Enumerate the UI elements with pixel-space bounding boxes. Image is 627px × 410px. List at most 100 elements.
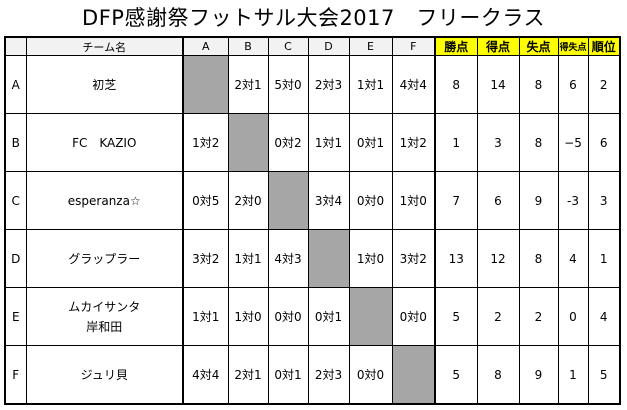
match-result: 2対3 — [307, 345, 350, 405]
table-row: F ジュリ貝 4対4 2対1 0対1 2対3 0対0 5 8 9 1 5 — [4, 345, 621, 405]
table-row: C esperanza☆ 0対5 2対0 3対4 0対0 1対0 7 6 9 -… — [4, 171, 621, 230]
self-match-cell — [227, 113, 269, 172]
team-name-line: ジュリ貝 — [80, 367, 128, 382]
goal-diff-value: -3 — [557, 171, 589, 230]
goals-against-value: 2 — [518, 287, 559, 346]
league-table: チーム名 A B C D E F 勝点 得点 失点 得失点 順位 A 初芝 2対… — [4, 36, 621, 405]
wins-points-value: 1 — [434, 113, 478, 172]
team-name-line: 岸和田 — [86, 319, 123, 334]
match-result: 3対2 — [182, 229, 229, 288]
goal-diff-value: 0 — [557, 287, 589, 346]
row-id: E — [4, 287, 27, 346]
match-result: 3対2 — [391, 229, 436, 288]
team-name-header: チーム名 — [25, 36, 184, 56]
goals-against-value: 9 — [518, 171, 559, 230]
table-row: A 初芝 2対1 5対0 2対3 1対1 4対4 8 14 8 6 2 — [4, 55, 621, 114]
match-result: 1対1 — [227, 229, 269, 288]
rank-value: 4 — [587, 287, 621, 346]
team-name: 初芝 — [25, 55, 184, 114]
corner-cell — [4, 36, 27, 56]
match-result: 0対0 — [391, 287, 436, 346]
match-result: 4対4 — [182, 345, 229, 405]
wins-points-value: 7 — [434, 171, 478, 230]
goal-diff-value: 6 — [557, 55, 589, 114]
self-match-cell — [182, 55, 229, 114]
opponent-header-f: F — [391, 36, 436, 56]
opponent-header-c: C — [267, 36, 309, 56]
goals-for-value: 8 — [476, 345, 520, 405]
match-result: 2対1 — [227, 345, 269, 405]
goals-for-value: 6 — [476, 171, 520, 230]
match-result: 0対5 — [182, 171, 229, 230]
self-match-cell — [267, 171, 309, 230]
goal-diff-value: 4 — [557, 229, 589, 288]
self-match-cell — [307, 229, 350, 288]
self-match-cell — [391, 345, 436, 405]
match-result: 0対0 — [267, 287, 309, 346]
team-name-line: 初芝 — [92, 77, 117, 92]
wins-points-header: 勝点 — [434, 36, 478, 56]
team-name-line: esperanza☆ — [67, 193, 141, 208]
team-name: FC KAZIO — [25, 113, 184, 172]
rank-header: 順位 — [587, 36, 621, 56]
opponent-header-d: D — [307, 36, 350, 56]
match-result: 1対0 — [348, 229, 393, 288]
rank-value: 1 — [587, 229, 621, 288]
team-name-line: ムカイサンタ — [68, 299, 141, 314]
goal-diff-value: −5 — [557, 113, 589, 172]
match-result: 4対3 — [267, 229, 309, 288]
table-row: E ムカイサンタ 岸和田 1対1 1対0 0対0 0対1 0対0 5 2 2 0… — [4, 287, 621, 346]
goals-against-value: 9 — [518, 345, 559, 405]
match-result: 4対4 — [391, 55, 436, 114]
match-result: 5対0 — [267, 55, 309, 114]
match-result: 2対1 — [227, 55, 269, 114]
match-result: 1対1 — [307, 113, 350, 172]
match-result: 1対0 — [391, 171, 436, 230]
match-result: 2対0 — [227, 171, 269, 230]
match-result: 1対2 — [182, 113, 229, 172]
goals-against-value: 8 — [518, 229, 559, 288]
self-match-cell — [348, 287, 393, 346]
opponent-header-e: E — [348, 36, 393, 56]
page-title: DFP感謝祭フットサル大会2017 フリークラス — [82, 6, 545, 30]
match-result: 1対0 — [227, 287, 269, 346]
table-header-row: チーム名 A B C D E F 勝点 得点 失点 得失点 順位 — [4, 36, 621, 56]
goals-against-header: 失点 — [518, 36, 559, 56]
row-id: A — [4, 55, 27, 114]
wins-points-value: 13 — [434, 229, 478, 288]
match-result: 0対1 — [307, 287, 350, 346]
goals-against-value: 8 — [518, 113, 559, 172]
team-name: esperanza☆ — [25, 171, 184, 230]
opponent-header-a: A — [182, 36, 229, 56]
match-result: 1対2 — [391, 113, 436, 172]
match-result: 0対0 — [348, 345, 393, 405]
row-id: D — [4, 229, 27, 288]
wins-points-value: 8 — [434, 55, 478, 114]
match-result: 2対3 — [307, 55, 350, 114]
match-result: 0対0 — [348, 171, 393, 230]
table-row: D グラップラー 3対2 1対1 4対3 1対0 3対2 13 12 8 4 1 — [4, 229, 621, 288]
team-name: ジュリ貝 — [25, 345, 184, 405]
rank-value: 3 — [587, 171, 621, 230]
match-result: 3対4 — [307, 171, 350, 230]
match-result: 0対2 — [267, 113, 309, 172]
goals-for-header: 得点 — [476, 36, 520, 56]
opponent-header-b: B — [227, 36, 269, 56]
rank-value: 2 — [587, 55, 621, 114]
row-id: B — [4, 113, 27, 172]
match-result: 1対1 — [182, 287, 229, 346]
goals-for-value: 12 — [476, 229, 520, 288]
team-name: グラップラー — [25, 229, 184, 288]
goals-for-value: 14 — [476, 55, 520, 114]
goal-diff-header: 得失点 — [557, 36, 589, 56]
match-result: 1対1 — [348, 55, 393, 114]
team-name-line: グラップラー — [68, 251, 141, 266]
rank-value: 5 — [587, 345, 621, 405]
wins-points-value: 5 — [434, 287, 478, 346]
match-result: 0対1 — [267, 345, 309, 405]
goals-against-value: 8 — [518, 55, 559, 114]
team-name: ムカイサンタ 岸和田 — [25, 287, 184, 346]
match-result: 0対1 — [348, 113, 393, 172]
goals-for-value: 3 — [476, 113, 520, 172]
wins-points-value: 5 — [434, 345, 478, 405]
